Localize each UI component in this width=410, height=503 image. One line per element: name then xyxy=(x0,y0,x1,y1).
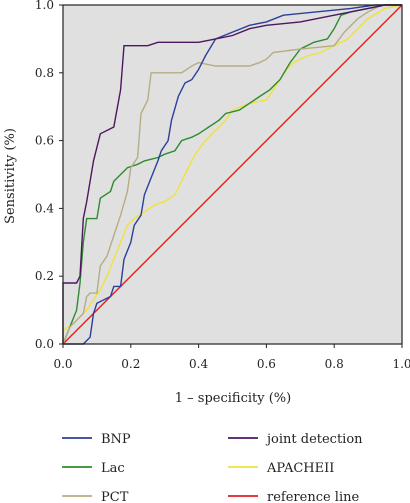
x-tick-label: 0.2 xyxy=(121,357,140,371)
y-tick-label: 0.0 xyxy=(35,337,54,351)
y-axis-title: Sensitivity (%) xyxy=(3,128,18,224)
series-line-pct xyxy=(62,4,402,345)
series-line-joint-detection xyxy=(62,4,402,344)
plot-area xyxy=(62,4,403,345)
x-axis-title: 1 – specificity (%) xyxy=(175,391,291,406)
legend-label-pct: PCT xyxy=(101,490,129,503)
y-tick-label: 0.6 xyxy=(35,134,54,148)
plot-frame xyxy=(62,4,403,345)
series-line-apacheii xyxy=(62,4,403,344)
y-tick-label: 0.4 xyxy=(35,201,54,215)
y-tick-label: 1.0 xyxy=(35,0,54,12)
legend-label-bnp: BNP xyxy=(101,432,131,447)
x-tick-label: 0.4 xyxy=(189,357,208,371)
series-line-bnp xyxy=(63,4,402,345)
series-line-lac xyxy=(62,4,402,345)
x-axis: 0.0 0.2 0.4 0.6 0.8 1.0 xyxy=(53,344,410,371)
legend-label-joint-detection: joint detection xyxy=(265,432,363,447)
y-tick-label: 0.8 xyxy=(35,66,54,80)
series-line-reference-line xyxy=(62,4,403,345)
y-axis: 0.0 0.2 0.4 0.6 0.8 1.0 xyxy=(35,0,63,351)
legend-label-lac: Lac xyxy=(101,461,125,476)
legend-label-apacheii: APACHEII xyxy=(266,461,334,476)
x-tick-label: 0.0 xyxy=(53,357,72,371)
legend: BNP joint detection Lac APACHEII PCT referenc… xyxy=(62,432,363,503)
legend-label-reference-line: reference line xyxy=(267,490,359,503)
x-tick-label: 1.0 xyxy=(392,357,410,371)
x-tick-label: 0.8 xyxy=(325,357,344,371)
x-tick-label: 0.6 xyxy=(257,357,276,371)
y-tick-label: 0.2 xyxy=(35,269,54,283)
